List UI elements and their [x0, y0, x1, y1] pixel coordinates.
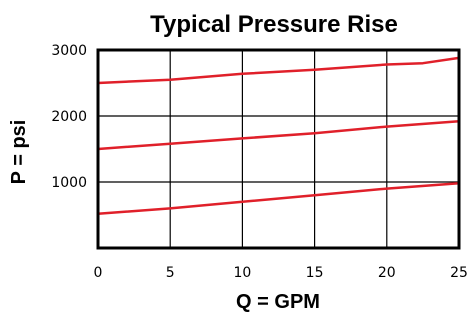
- plot-frame: [96, 48, 461, 250]
- x-tick-label-3: 15: [306, 265, 324, 281]
- y-tick-label-1: 2000: [51, 109, 87, 125]
- y-axis-label: P = psi: [8, 120, 30, 185]
- x-tick-label-2: 10: [233, 265, 251, 281]
- series-line-3: [97, 182, 460, 215]
- series-line-1: [97, 56, 460, 85]
- series-lines: [97, 56, 460, 215]
- x-tick-label-1: 5: [166, 265, 175, 281]
- chart-title: Typical Pressure Rise: [150, 11, 398, 38]
- x-tick-label-5: 25: [450, 265, 468, 281]
- y-tick-label-2: 3000: [51, 43, 87, 59]
- y-tick-label-0: 1000: [51, 175, 87, 191]
- x-tick-label-4: 20: [378, 265, 396, 281]
- x-tick-label-0: 0: [94, 265, 103, 281]
- series-line-2: [97, 120, 460, 151]
- x-axis-label: Q = GPM: [236, 291, 320, 313]
- x-tick-labels: 0 5 10 15 20 25: [94, 265, 468, 281]
- y-tick-labels: 1000 2000 3000: [51, 43, 87, 191]
- grid: [98, 50, 459, 248]
